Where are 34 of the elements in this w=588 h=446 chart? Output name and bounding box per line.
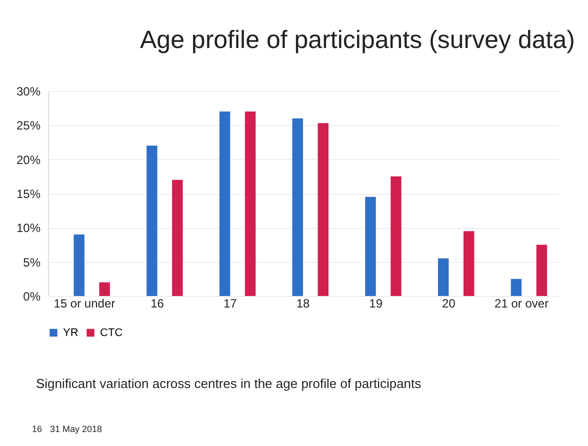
legend-label: CTC — [100, 326, 123, 339]
bar — [244, 112, 256, 296]
y-tick-label: 10% — [16, 221, 41, 236]
y-tick-label: 25% — [16, 118, 41, 133]
legend-label: YR — [63, 326, 78, 339]
bar — [146, 146, 158, 296]
y-tick-label: 15% — [16, 187, 41, 201]
bar — [438, 258, 449, 296]
x-tick-label: 17 — [223, 296, 238, 310]
y-tick-label: 30% — [16, 84, 41, 98]
x-tick-label: 15 or under — [54, 296, 116, 310]
bar — [292, 118, 303, 296]
x-tick-label: 16 — [150, 296, 164, 310]
y-tick-label: 0% — [23, 290, 41, 304]
x-tick-label: 19 — [369, 296, 383, 310]
text: 31 May 2018 — [50, 424, 102, 434]
bar — [219, 112, 230, 296]
bar — [172, 180, 183, 296]
y-tick-label: 20% — [16, 152, 41, 167]
bar — [318, 123, 328, 296]
bar — [536, 244, 548, 296]
bar — [390, 176, 402, 296]
bar — [510, 278, 522, 296]
x-tick-label: 21 or over — [494, 296, 549, 310]
x-tick-label: 18 — [296, 296, 310, 310]
bar — [365, 196, 376, 296]
bar — [74, 234, 84, 296]
text: Significant variation across centres in the age profile of participants — [36, 376, 422, 391]
text: 16 — [32, 424, 42, 434]
bar — [464, 231, 474, 296]
bar — [99, 282, 110, 296]
y-tick-label: 5% — [23, 255, 41, 270]
chart-title: Age profile of participants (survey data) — [140, 26, 575, 55]
x-tick-label: 20 — [442, 296, 456, 310]
